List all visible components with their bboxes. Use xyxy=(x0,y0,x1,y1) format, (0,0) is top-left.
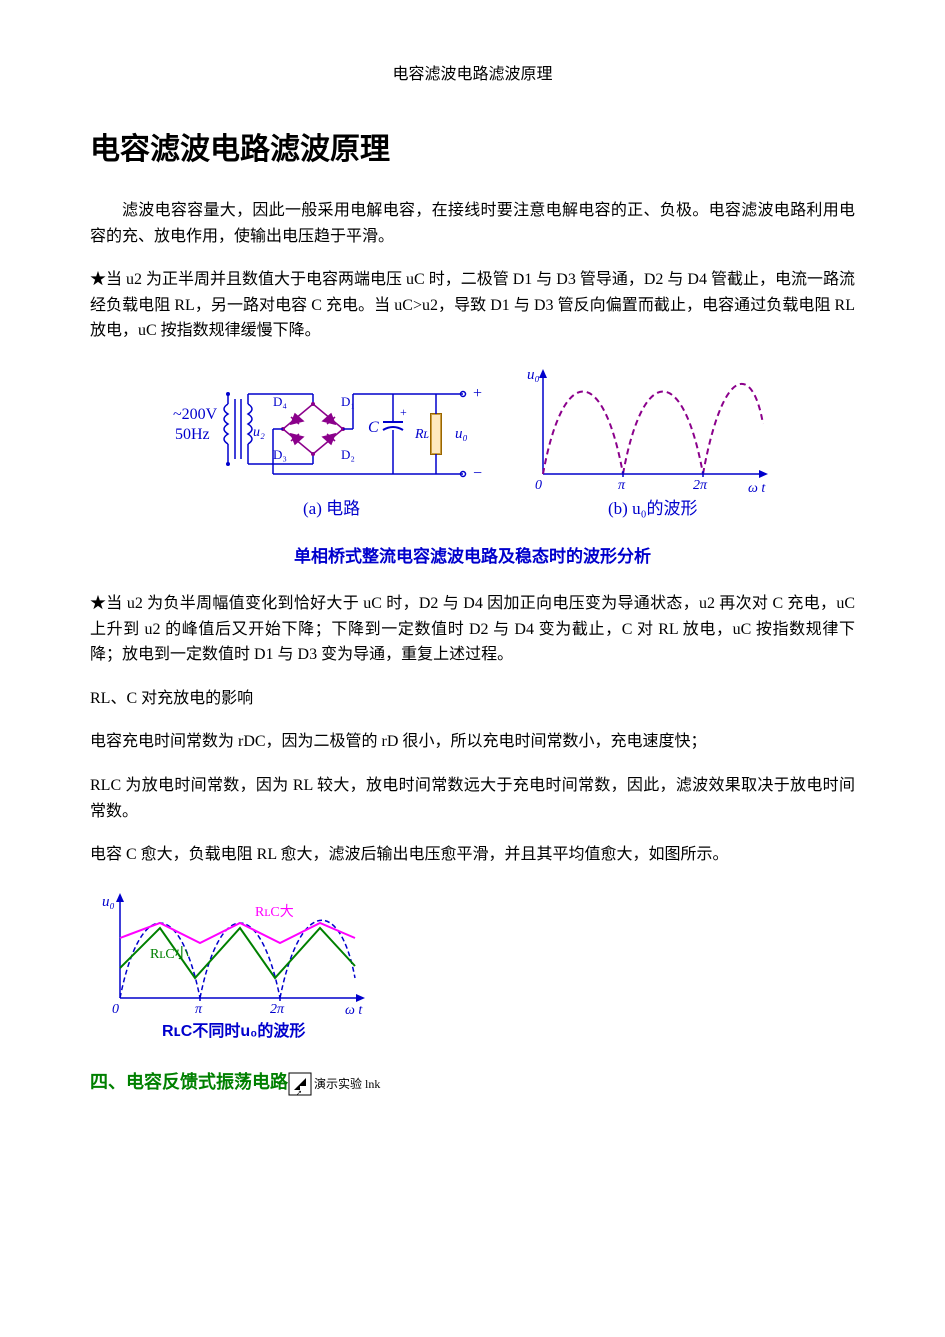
fig2-tick-2pi: 2π xyxy=(270,1002,285,1017)
figure-1: ~200V 50Hz u₂ xyxy=(90,364,855,567)
paragraph-4: RL、C 对充放电的影响 xyxy=(90,686,855,712)
lnk-text: 演示实验 lnk xyxy=(314,1077,380,1091)
label-rlc-small: RʟC小 xyxy=(150,946,189,962)
D4-label: D₄ xyxy=(273,394,287,409)
fig2-tick-pi: π xyxy=(195,1002,203,1017)
paragraph-3: ★当 u2 为负半周幅值变化到恰好大于 uC 时，D2 与 D4 因加正向电压变… xyxy=(90,591,855,668)
uo-label: u₀ xyxy=(455,426,468,442)
source-voltage: ~200V xyxy=(173,406,218,423)
u2-label: u₂ xyxy=(253,425,265,440)
paragraph-5: 电容充电时间常数为 rDC，因为二极管的 rD 很小，所以充电时间常数小，充电速… xyxy=(90,729,855,755)
page-header: 电容滤波电路滤波原理 xyxy=(90,60,855,84)
D2-label: D₂ xyxy=(341,447,355,462)
wave-caption: (b) u₀的波形 xyxy=(608,499,698,518)
section-4-title: 四、电容反馈式振荡电路 xyxy=(90,1068,288,1094)
section-4-row: 四、电容反馈式振荡电路 ↗ 演示实验 lnk xyxy=(90,1068,855,1098)
C-plus: + xyxy=(400,405,407,419)
fig2-caption: RʟC不同时u₀的波形 xyxy=(162,1021,305,1040)
label-rlc-large: RʟC大 xyxy=(255,904,294,920)
RL-label: Rʟ xyxy=(414,427,429,442)
D3-label: D₃ xyxy=(273,447,287,462)
figure1-main-caption: 单相桥式整流电容滤波电路及稳态时的波形分析 xyxy=(90,542,855,567)
circuit-caption: (a) 电路 xyxy=(303,499,360,518)
wave-xlabel: ω t xyxy=(748,481,766,496)
figure-2: u₀ ω t RʟC大 RʟC小 0 π 2π RʟC不同时u₀的波形 xyxy=(90,888,855,1048)
minus-label: − xyxy=(473,465,482,482)
C-label: C xyxy=(368,419,379,436)
rlc-waveform-diagram: u₀ ω t RʟC大 RʟC小 0 π 2π RʟC不同时u₀的波形 xyxy=(90,888,390,1048)
lnk-icon: ↗ xyxy=(286,1070,314,1098)
paragraph-1: 滤波电容容量大，因此一般采用电解电容，在接线时要注意电解电容的正、负极。电容滤波… xyxy=(90,198,855,249)
plus-label: + xyxy=(473,385,482,402)
svg-text:↗: ↗ xyxy=(296,1089,302,1097)
fig2-ylabel: u₀ xyxy=(102,894,115,910)
header-title-text: 电容滤波电路滤波原理 xyxy=(392,66,552,83)
fig2-xlabel: ω t xyxy=(345,1003,363,1018)
paragraph-6: RLC 为放电时间常数，因为 RL 较大，放电时间常数远大于充电时间常数，因此，… xyxy=(90,773,855,824)
fig2-tick-0: 0 xyxy=(112,1002,119,1017)
paragraph-2: ★当 u2 为正半周并且数值大于电容两端电压 uC 时，二极管 D1 与 D3 … xyxy=(90,267,855,344)
paragraph-7: 电容 C 愈大，负载电阻 RL 愈大，滤波后输出电压愈平滑，并且其平均值愈大，如… xyxy=(90,842,855,868)
wave-tick-pi: π xyxy=(618,478,626,493)
wave-tick-0: 0 xyxy=(535,478,542,493)
main-title: 电容滤波电路滤波原理 xyxy=(90,124,855,168)
source-freq: 50Hz xyxy=(175,426,210,443)
document-page: 电容滤波电路滤波原理 电容滤波电路滤波原理 滤波电容容量大，因此一般采用电解电容… xyxy=(0,0,945,1337)
wave-tick-2pi: 2π xyxy=(693,478,708,493)
wave-ylabel: u₀ xyxy=(527,367,540,383)
waveform-diagram: u₀ ω t 0 π 2π (b) u₀的波形 xyxy=(523,364,783,534)
circuit-diagram: ~200V 50Hz u₂ xyxy=(163,364,493,534)
